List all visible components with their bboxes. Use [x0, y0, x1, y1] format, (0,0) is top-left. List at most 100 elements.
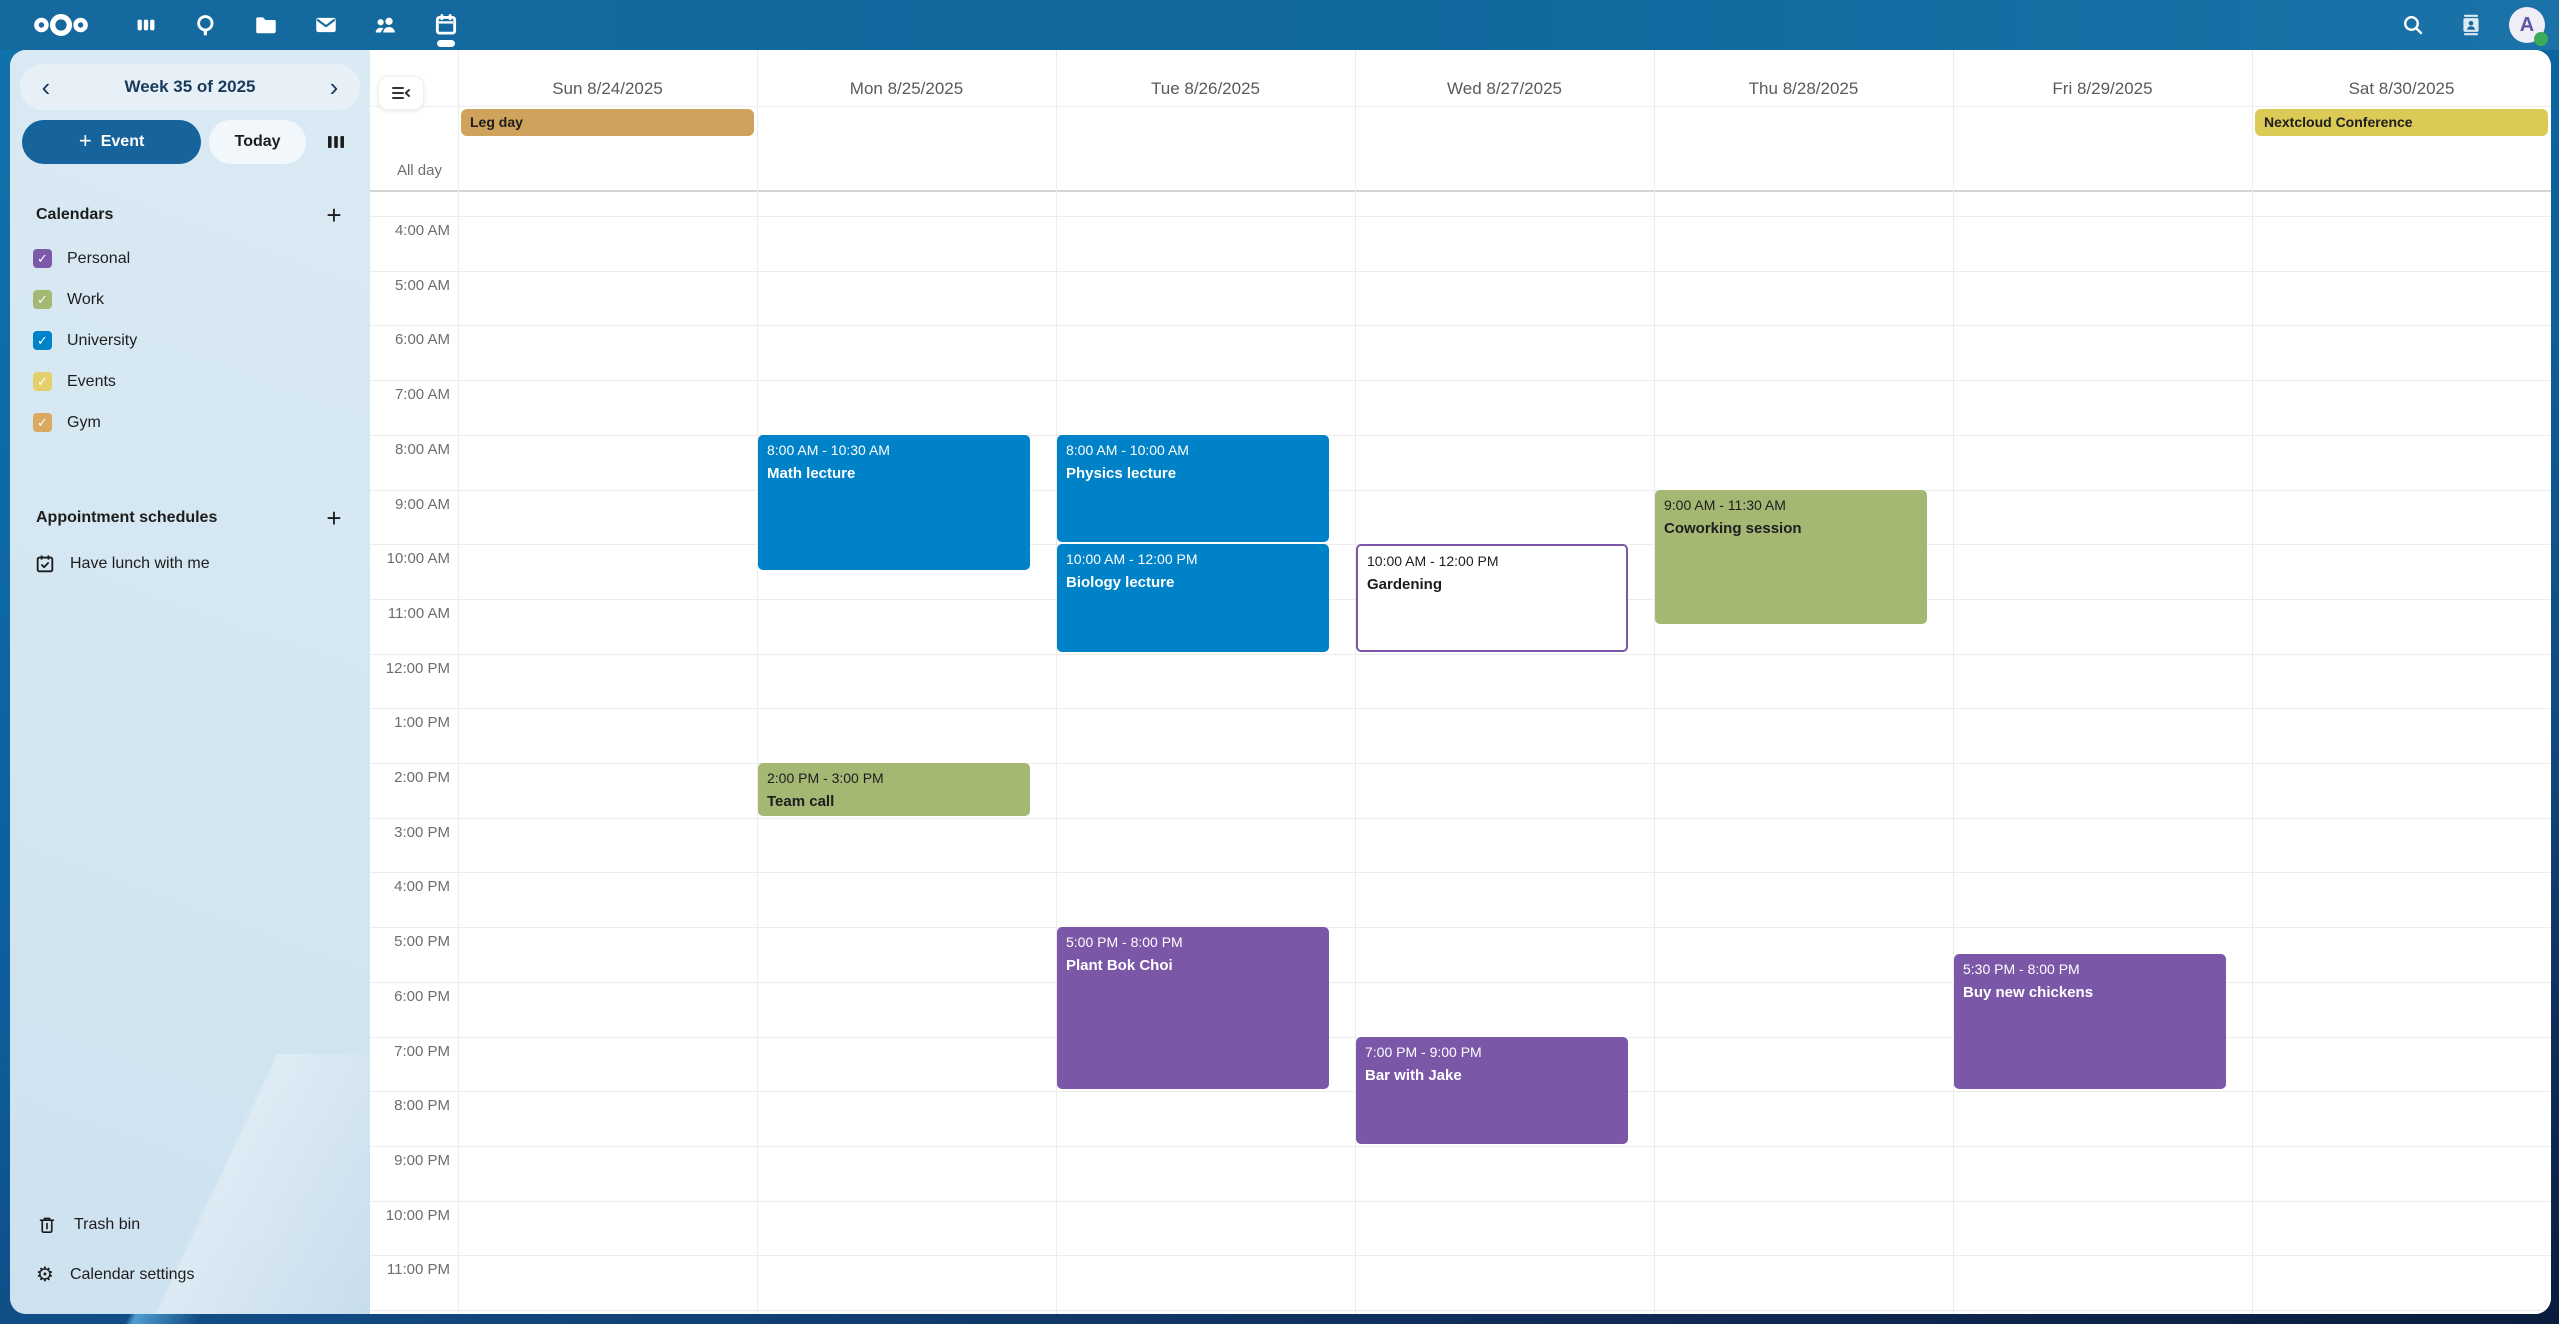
- time-label: 2:00 PM: [394, 769, 450, 786]
- app-icon-dashboard[interactable]: [126, 0, 166, 50]
- time-label: 1:00 PM: [394, 714, 450, 732]
- files-icon: [256, 17, 276, 34]
- week-navigation: ‹ Week 35 of 2025 ›: [20, 64, 360, 110]
- top-bar-actions: A: [2393, 0, 2548, 50]
- calendar-event[interactable]: 8:00 AM - 10:00 AM Physics lecture: [1057, 434, 1329, 543]
- calendar-event[interactable]: 8:00 AM - 10:30 AM Math lecture: [758, 434, 1030, 570]
- day-header[interactable]: Fri 8/29/2025: [2052, 79, 2153, 98]
- app-icon-mail[interactable]: [306, 0, 346, 50]
- calendar-list-item[interactable]: ✓ Work: [20, 279, 360, 320]
- calendar-event[interactable]: 7:00 PM - 9:00 PM Bar with Jake: [1356, 1036, 1628, 1144]
- day-header[interactable]: Thu 8/28/2025: [1748, 79, 1859, 98]
- previous-week-button[interactable]: ‹: [20, 64, 72, 110]
- calendar-event[interactable]: 5:30 PM - 8:00 PM Buy new chickens: [1954, 954, 2226, 1090]
- day-header[interactable]: Tue 8/26/2025: [1150, 79, 1260, 98]
- day-header[interactable]: Wed 8/27/2025: [1447, 79, 1562, 98]
- gear-icon: ⚙: [36, 1264, 54, 1286]
- column-divider: [1654, 50, 1655, 1314]
- add-appointment-button[interactable]: +: [314, 501, 354, 535]
- collapse-sidebar-button[interactable]: [378, 76, 424, 110]
- hour-line: [370, 270, 2551, 272]
- online-status-dot: [2534, 32, 2548, 46]
- hour-line: [370, 1310, 2551, 1311]
- all-day-event[interactable]: Nextcloud Conference: [2255, 109, 2548, 136]
- hour-line: [370, 708, 2551, 710]
- calendar-list-item[interactable]: ✓ Events: [20, 361, 360, 402]
- calendar-check-icon: [34, 553, 56, 575]
- all-day-event[interactable]: Leg day: [461, 109, 754, 136]
- calendar-event[interactable]: 5:00 PM - 8:00 PM Plant Bok Choi: [1057, 927, 1329, 1090]
- event-title: Biology lecture: [1066, 574, 1175, 592]
- calendar-name: University: [67, 331, 138, 349]
- calendar-checkbox[interactable]: ✓: [33, 331, 52, 350]
- event-title: Team call: [767, 793, 835, 810]
- calendar-checkbox[interactable]: ✓: [33, 413, 52, 432]
- add-calendar-button[interactable]: +: [314, 198, 354, 232]
- calendar-checkbox[interactable]: ✓: [33, 249, 52, 268]
- appointments-section-header: Appointment schedules +: [36, 501, 354, 535]
- calendar-checkbox[interactable]: ✓: [33, 290, 52, 309]
- column-divider: [1056, 50, 1057, 1314]
- app-icon-search-app[interactable]: [186, 0, 226, 50]
- nextcloud-logo[interactable]: [22, 0, 100, 50]
- next-week-button[interactable]: ›: [308, 64, 360, 110]
- time-label: 11:00 AM: [387, 604, 450, 622]
- hour-line: [370, 489, 2551, 491]
- column-divider: [1355, 50, 1356, 1314]
- event-title: Leg day: [470, 114, 523, 130]
- time-label: 9:00 AM: [394, 495, 450, 513]
- hour-line: [370, 325, 2551, 327]
- hour-line: [370, 653, 2551, 655]
- plus-icon: +: [78, 128, 92, 153]
- event-title: Gardening: [1367, 576, 1443, 594]
- time-label: 12:00 PM: [385, 659, 450, 677]
- time-label: 5:00 AM: [394, 276, 450, 294]
- hour-line: [370, 1145, 2551, 1147]
- event-time: 9:00 AM - 11:30 AM: [1664, 496, 1786, 513]
- view-toggle-button[interactable]: [314, 120, 358, 164]
- calendar-list-item[interactable]: ✓ Gym: [20, 402, 360, 443]
- calendar-settings-item[interactable]: ⚙ Calendar settings: [20, 1250, 360, 1300]
- day-header[interactable]: Sun 8/24/2025: [552, 79, 663, 98]
- sidebar-footer: Trash bin ⚙ Calendar settings: [20, 1200, 360, 1300]
- appointment-schedules-list: Have lunch with me: [20, 541, 360, 587]
- hour-line: [370, 763, 2551, 764]
- dashboard-icon: [137, 19, 155, 31]
- trash-bin-item[interactable]: Trash bin: [20, 1200, 360, 1250]
- trash-bin-label: Trash bin: [74, 1216, 141, 1233]
- time-label: 4:00 AM: [394, 222, 450, 239]
- day-header[interactable]: Mon 8/25/2025: [849, 79, 964, 98]
- avatar[interactable]: A: [2509, 7, 2548, 46]
- active-app-indicator: [437, 40, 455, 47]
- time-label: 7:00 PM: [394, 1042, 450, 1060]
- time-label: 7:00 AM: [394, 386, 450, 404]
- calendar-main: All day Sun 8/24/2025 Mon 8/25/2025 Tue 8/…: [370, 50, 2551, 1314]
- today-button[interactable]: Today: [209, 120, 306, 164]
- contacts-icon: [375, 17, 395, 33]
- time-label: 9:00 PM: [394, 1151, 450, 1169]
- calendar-event[interactable]: 9:00 AM - 11:30 AM Coworking session: [1655, 489, 1927, 625]
- calendar-name: Gym: [67, 413, 101, 431]
- calendar-event[interactable]: 10:00 AM - 12:00 PM Biology lecture: [1057, 544, 1329, 652]
- event-title: Math lecture: [767, 464, 856, 482]
- unified-search-icon[interactable]: [2393, 0, 2433, 50]
- appointment-schedule-item[interactable]: Have lunch with me: [20, 541, 360, 587]
- mail-icon: [316, 17, 336, 33]
- calendar-list-item[interactable]: ✓ University: [20, 320, 360, 361]
- calendar-event[interactable]: 2:00 PM - 3:00 PM Team call: [758, 763, 1030, 816]
- calendar-name: Personal: [67, 249, 131, 267]
- calendar-list-item[interactable]: ✓ Personal: [20, 238, 360, 279]
- calendar-event[interactable]: 10:00 AM - 12:00 PM Gardening: [1356, 544, 1628, 652]
- calendar-checkbox[interactable]: ✓: [33, 372, 52, 391]
- contacts-menu-icon[interactable]: [2451, 0, 2491, 50]
- appointments-title: Appointment schedules: [36, 509, 218, 526]
- hour-line: [370, 380, 2551, 382]
- day-header[interactable]: Sat 8/30/2025: [2348, 79, 2455, 98]
- app-icon-calendar[interactable]: [426, 0, 466, 50]
- event-time: 8:00 AM - 10:00 AM: [1066, 441, 1189, 458]
- new-event-button[interactable]: + Event: [22, 120, 202, 164]
- columns-view-icon: [328, 136, 344, 148]
- app-icon-files[interactable]: [246, 0, 286, 50]
- event-title: Buy new chickens: [1963, 984, 2094, 1002]
- app-icon-contacts[interactable]: [366, 0, 406, 50]
